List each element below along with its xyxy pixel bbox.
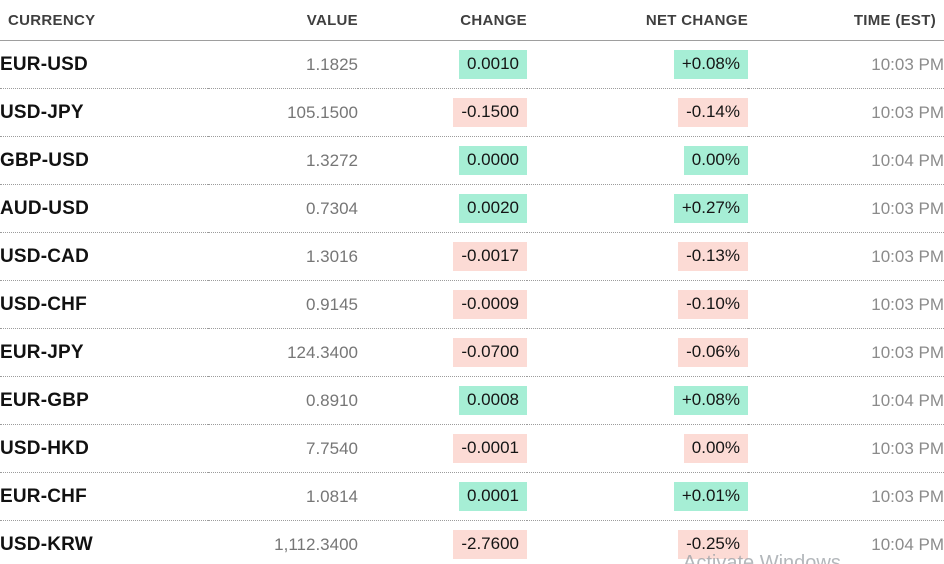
column-header-change: CHANGE: [358, 0, 527, 41]
table-row[interactable]: USD-CHF 0.9145 -0.0009 -0.10% 10:03 PM: [0, 280, 944, 329]
table-row[interactable]: EUR-JPY 124.3400 -0.0700 -0.06% 10:03 PM: [0, 328, 944, 377]
value-cell: 1.3016: [208, 232, 358, 281]
column-header-currency: CURRENCY: [0, 0, 208, 41]
change-cell: -0.0001: [358, 424, 527, 473]
net-change-badge: 0.00%: [683, 146, 748, 175]
time-cell: 10:03 PM: [748, 88, 944, 137]
change-cell: -0.0017: [358, 232, 527, 281]
table-row[interactable]: AUD-USD 0.7304 0.0020 +0.27% 10:03 PM: [0, 184, 944, 233]
change-cell: 0.0008: [358, 376, 527, 425]
time-cell: 10:03 PM: [748, 424, 944, 473]
net-change-cell: +0.08%: [527, 40, 748, 89]
table-row[interactable]: USD-HKD 7.7540 -0.0001 0.00% 10:03 PM: [0, 424, 944, 473]
change-badge: -0.0001: [453, 434, 527, 463]
change-cell: 0.0010: [358, 40, 527, 89]
change-cell: -0.0700: [358, 328, 527, 377]
table-row[interactable]: USD-KRW 1,112.3400 -2.7600 -0.25% 10:04 …: [0, 520, 944, 564]
net-change-badge: -0.14%: [678, 98, 748, 127]
currency-pair-label[interactable]: EUR-USD: [0, 40, 208, 89]
time-cell: 10:03 PM: [748, 232, 944, 281]
change-badge: -0.0017: [453, 242, 527, 271]
time-cell: 10:04 PM: [748, 136, 944, 185]
net-change-badge: +0.08%: [673, 50, 748, 79]
net-change-badge: -0.10%: [678, 290, 748, 319]
currency-pair-label[interactable]: USD-CAD: [0, 232, 208, 281]
net-change-cell: -0.25%: [527, 520, 748, 564]
change-badge: -0.0700: [453, 338, 527, 367]
change-badge: 0.0000: [459, 146, 527, 175]
value-cell: 1.3272: [208, 136, 358, 185]
column-header-net-change: NET CHANGE: [527, 0, 748, 41]
net-change-cell: -0.10%: [527, 280, 748, 329]
time-cell: 10:03 PM: [748, 184, 944, 233]
net-change-badge: 0.00%: [683, 434, 748, 463]
net-change-cell: -0.13%: [527, 232, 748, 281]
net-change-cell: +0.27%: [527, 184, 748, 233]
time-cell: 10:04 PM: [748, 520, 944, 564]
change-badge: -0.0009: [453, 290, 527, 319]
change-cell: -2.7600: [358, 520, 527, 564]
net-change-badge: -0.06%: [678, 338, 748, 367]
currency-pair-label[interactable]: USD-CHF: [0, 280, 208, 329]
table-row[interactable]: EUR-GBP 0.8910 0.0008 +0.08% 10:04 PM: [0, 376, 944, 425]
net-change-badge: +0.01%: [673, 482, 748, 511]
change-badge: 0.0010: [459, 50, 527, 79]
net-change-cell: +0.08%: [527, 376, 748, 425]
net-change-cell: 0.00%: [527, 424, 748, 473]
net-change-badge: -0.25%: [678, 530, 748, 559]
table-header: CURRENCY VALUE CHANGE NET CHANGE TIME (E…: [0, 0, 944, 41]
change-badge: -0.1500: [453, 98, 527, 127]
value-cell: 0.7304: [208, 184, 358, 233]
currency-pair-label[interactable]: USD-KRW: [0, 520, 208, 564]
currency-pair-label[interactable]: GBP-USD: [0, 136, 208, 185]
change-badge: 0.0008: [459, 386, 527, 415]
net-change-cell: -0.06%: [527, 328, 748, 377]
column-header-value: VALUE: [208, 0, 358, 41]
net-change-badge: -0.13%: [678, 242, 748, 271]
time-cell: 10:04 PM: [748, 376, 944, 425]
currency-pair-label[interactable]: USD-HKD: [0, 424, 208, 473]
value-cell: 0.8910: [208, 376, 358, 425]
change-badge: 0.0020: [459, 194, 527, 223]
change-cell: -0.1500: [358, 88, 527, 137]
value-cell: 124.3400: [208, 328, 358, 377]
table-row[interactable]: EUR-CHF 1.0814 0.0001 +0.01% 10:03 PM: [0, 472, 944, 521]
change-cell: 0.0020: [358, 184, 527, 233]
net-change-cell: +0.01%: [527, 472, 748, 521]
value-cell: 0.9145: [208, 280, 358, 329]
table-row[interactable]: USD-CAD 1.3016 -0.0017 -0.13% 10:03 PM: [0, 232, 944, 281]
change-badge: -2.7600: [453, 530, 527, 559]
net-change-badge: +0.27%: [673, 194, 748, 223]
net-change-badge: +0.08%: [673, 386, 748, 415]
currency-pair-label[interactable]: EUR-CHF: [0, 472, 208, 521]
time-cell: 10:03 PM: [748, 280, 944, 329]
currency-pair-label[interactable]: EUR-GBP: [0, 376, 208, 425]
table-row[interactable]: USD-JPY 105.1500 -0.1500 -0.14% 10:03 PM: [0, 88, 944, 137]
net-change-cell: -0.14%: [527, 88, 748, 137]
table-body: EUR-USD 1.1825 0.0010 +0.08% 10:03 PM US…: [0, 40, 944, 564]
table-row[interactable]: EUR-USD 1.1825 0.0010 +0.08% 10:03 PM: [0, 40, 944, 89]
value-cell: 1.0814: [208, 472, 358, 521]
net-change-cell: 0.00%: [527, 136, 748, 185]
value-cell: 1,112.3400: [208, 520, 358, 564]
time-cell: 10:03 PM: [748, 40, 944, 89]
value-cell: 105.1500: [208, 88, 358, 137]
time-cell: 10:03 PM: [748, 472, 944, 521]
time-cell: 10:03 PM: [748, 328, 944, 377]
change-badge: 0.0001: [459, 482, 527, 511]
currency-pair-label[interactable]: EUR-JPY: [0, 328, 208, 377]
change-cell: 0.0001: [358, 472, 527, 521]
currency-pair-label[interactable]: USD-JPY: [0, 88, 208, 137]
column-header-time: TIME (EST): [748, 0, 944, 41]
currency-pair-label[interactable]: AUD-USD: [0, 184, 208, 233]
value-cell: 7.7540: [208, 424, 358, 473]
change-cell: -0.0009: [358, 280, 527, 329]
value-cell: 1.1825: [208, 40, 358, 89]
table-row[interactable]: GBP-USD 1.3272 0.0000 0.00% 10:04 PM: [0, 136, 944, 185]
change-cell: 0.0000: [358, 136, 527, 185]
